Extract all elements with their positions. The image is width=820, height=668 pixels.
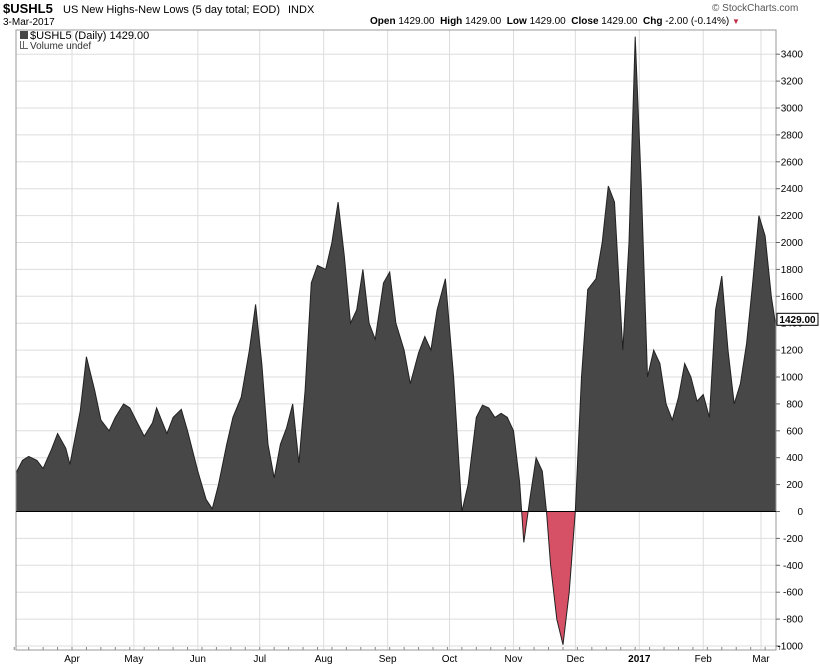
y-tick-label: 2600: [781, 157, 804, 168]
plot-frame: [15, 29, 777, 651]
legend-volume: Volume undef: [20, 41, 91, 52]
volume-icon: [20, 41, 28, 49]
last-value-label: 1429.00: [779, 315, 816, 326]
y-tick-label: 3400: [781, 50, 804, 61]
y-tick-label: 3000: [781, 104, 804, 115]
y-tick-label: 1800: [781, 265, 804, 276]
y-tick-label: 1600: [781, 292, 804, 303]
instrument-name: US New Highs-New Lows (5 day total; EOD): [63, 4, 281, 16]
x-tick-label: Apr: [64, 654, 80, 665]
x-tick-label: May: [124, 654, 143, 665]
close-label: Close: [571, 16, 599, 27]
series-swatch: [20, 31, 28, 39]
copyright[interactable]: © StockCharts.com: [712, 3, 799, 14]
x-tick-label: Jun: [190, 654, 206, 665]
data-point: [14, 476, 15, 477]
y-tick-label: 1000: [781, 373, 804, 384]
y-tick-label: 0: [797, 507, 803, 518]
x-tick-label: Jul: [253, 654, 266, 665]
chg-label: Chg: [643, 16, 663, 27]
x-tick-label: Dec: [566, 654, 584, 665]
y-tick-label: -600: [783, 588, 803, 599]
y-tick-label: -800: [783, 615, 803, 626]
chart-date: 3-Mar-2017: [3, 17, 55, 28]
y-tick-label: 1200: [781, 346, 804, 357]
y-tick-label: -1000: [777, 642, 803, 653]
x-tick-label: Mar: [752, 654, 770, 665]
open-value: 1429.00: [398, 16, 435, 27]
exchange: INDX: [288, 4, 315, 16]
x-tick-label: 2017: [628, 654, 651, 665]
y-tick-label: 600: [786, 426, 803, 437]
x-tick-label: Feb: [695, 654, 713, 665]
x-tick-label: Sep: [379, 654, 397, 665]
low-label: Low: [506, 16, 527, 27]
close-value: 1429.00: [601, 16, 638, 27]
y-tick-label: 400: [786, 453, 803, 464]
x-tick-label: Nov: [505, 654, 523, 665]
high-label: High: [440, 16, 463, 27]
low-value: 1429.00: [529, 16, 566, 27]
y-tick-label: 2000: [781, 238, 804, 249]
legend-series-label: $USHL5 (Daily) 1429.00: [30, 30, 150, 42]
y-tick-label: 200: [786, 480, 803, 491]
axis-labels: -1000 -800 -600 -400 -200 0 200 400 600 800 1000 12…: [64, 50, 819, 665]
x-tick-label: Aug: [315, 654, 333, 665]
ohlc-bar: Open 1429.00 High 1429.00 Low 1429.00 Cl…: [370, 16, 740, 27]
chg-value: -2.00 (-0.14%): [665, 16, 730, 27]
symbol: $USHL5: [3, 1, 53, 16]
legend-volume-label: Volume undef: [30, 41, 92, 52]
axes: [13, 29, 781, 651]
y-tick-label: 2400: [781, 184, 804, 195]
chg-down-icon: ▼: [731, 17, 740, 26]
x-tick-label: Oct: [442, 654, 458, 665]
open-label: Open: [370, 16, 396, 27]
high-value: 1429.00: [465, 16, 502, 27]
y-tick-label: 2800: [781, 130, 804, 141]
positive-area: [16, 36, 776, 512]
area-series: [14, 36, 776, 645]
y-tick-label: 2200: [781, 211, 804, 222]
legend: $USHL5 (Daily) 1429.00: [20, 30, 149, 42]
last-value-tag: [776, 312, 819, 326]
y-tick-label: -200: [783, 534, 803, 545]
y-tick-label: -400: [783, 561, 803, 572]
y-tick-label: 3200: [781, 77, 804, 88]
y-tick-label: 800: [786, 399, 803, 410]
